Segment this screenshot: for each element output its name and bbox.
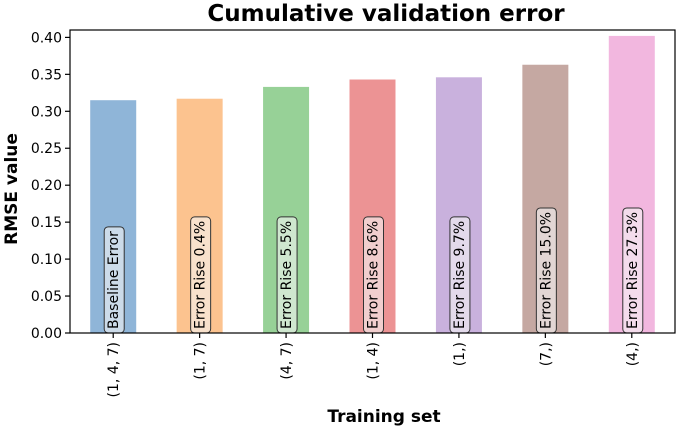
bar-label-text: Error Rise 27.3% bbox=[625, 212, 641, 329]
x-tick-label: (4, 7) bbox=[279, 342, 295, 380]
chart-title: Cumulative validation error bbox=[207, 1, 565, 27]
y-tick-label: 0.20 bbox=[31, 178, 62, 194]
y-tick-label: 0.15 bbox=[31, 215, 62, 231]
x-tick-label: (1,) bbox=[452, 342, 468, 366]
bar-label: Error Rise 9.7% bbox=[449, 216, 471, 334]
bar-label: Error Rise 0.4% bbox=[190, 216, 212, 334]
bar-label-text: Error Rise 15.0% bbox=[538, 212, 554, 329]
x-tick-label: (1, 4, 7) bbox=[106, 342, 122, 397]
y-tick-label: 0.35 bbox=[31, 67, 62, 83]
bar-label: Error Rise 27.3% bbox=[622, 207, 644, 334]
bar-label-text: Baseline Error bbox=[106, 231, 122, 329]
bar-label: Error Rise 5.5% bbox=[276, 216, 298, 334]
bar-label-text: Error Rise 8.6% bbox=[366, 221, 382, 329]
x-tick-label: (4,) bbox=[625, 342, 641, 366]
y-tick-label: 0.40 bbox=[31, 30, 62, 46]
y-tick-label: 0.05 bbox=[31, 289, 62, 305]
y-tick-label: 0.25 bbox=[31, 141, 62, 157]
bar-label: Error Rise 15.0% bbox=[535, 207, 557, 334]
y-tick-label: 0.10 bbox=[31, 252, 62, 268]
plot-area: Baseline Error Error Rise 0.4% Error Rise … bbox=[31, 29, 676, 397]
y-tick-label: 0.30 bbox=[31, 104, 62, 120]
bar-label: Baseline Error bbox=[103, 226, 125, 334]
x-tick-label: (1, 7) bbox=[193, 342, 209, 380]
bar-label: Error Rise 8.6% bbox=[363, 216, 384, 334]
y-tick-label: 0.00 bbox=[31, 326, 62, 342]
y-axis-label: RMSE value bbox=[2, 133, 22, 245]
x-axis-label: Training set bbox=[327, 407, 440, 427]
bar-label-text: Error Rise 9.7% bbox=[452, 221, 468, 329]
bar-label-text: Error Rise 5.5% bbox=[279, 221, 295, 329]
x-tick-label: (1, 4) bbox=[366, 342, 382, 380]
bar-label-text: Error Rise 0.4% bbox=[193, 221, 209, 329]
x-tick-label: (7,) bbox=[538, 342, 554, 366]
